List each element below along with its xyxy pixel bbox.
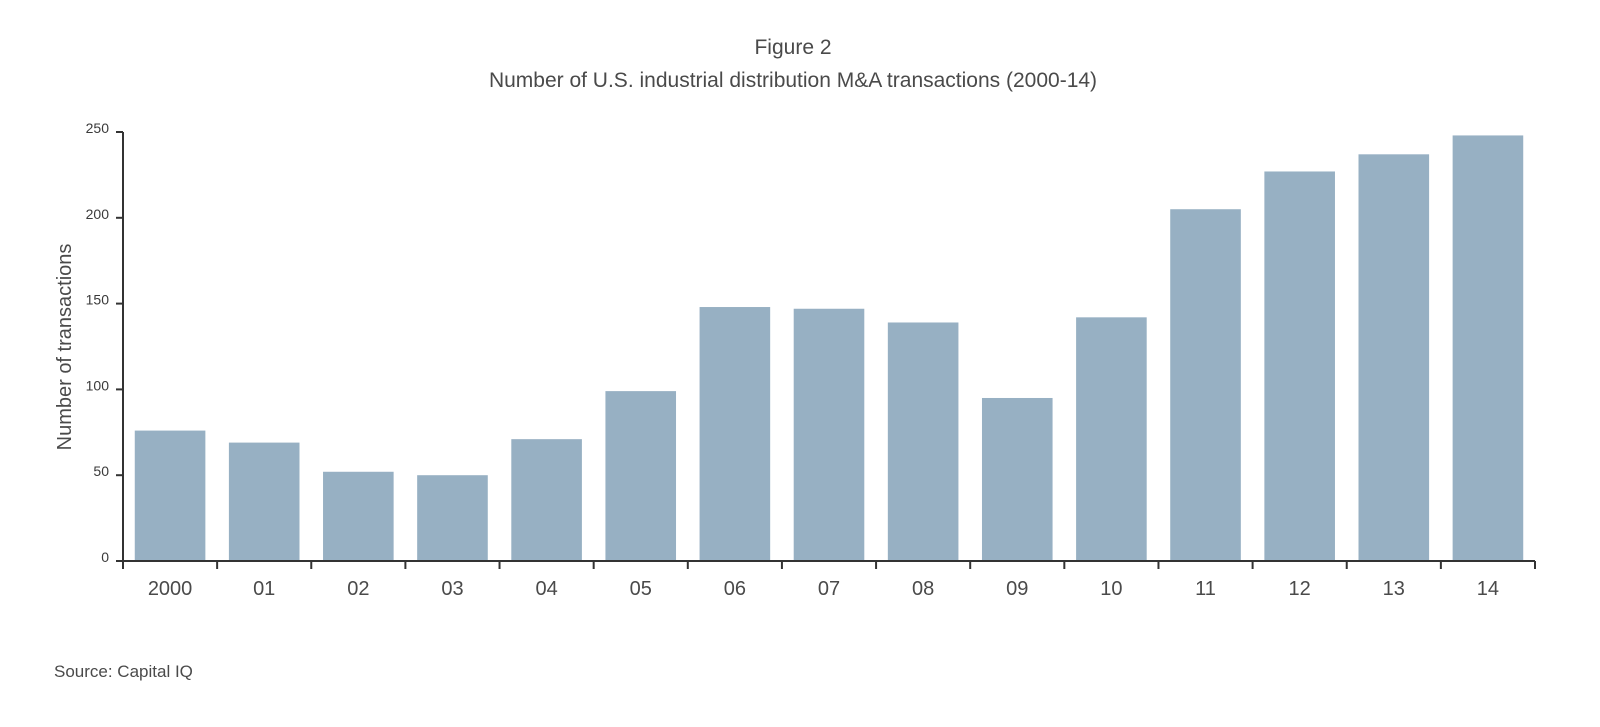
x-tick-label: 09 [1006,578,1028,600]
bars-group [134,135,1524,561]
bar-12 [1264,171,1335,561]
y-tick-label: 200 [86,206,110,222]
bar-2000 [134,430,206,561]
x-tick-label: 03 [441,578,463,600]
y-tick-label: 100 [86,377,110,393]
y-tick-label: 0 [101,549,109,565]
bar-08 [887,322,959,561]
x-tick-label: 11 [1195,578,1216,600]
x-tick-label: 2000 [148,578,193,600]
y-tick-label: 250 [86,120,110,136]
x-tick-label: 05 [630,578,652,600]
bar-14 [1452,135,1524,561]
y-tick-label: 150 [86,292,110,308]
bar-05 [605,391,677,561]
bar-09 [981,397,1053,561]
x-tick-label: 14 [1477,578,1499,600]
bar-07 [793,308,865,561]
chart-title: Number of U.S. industrial distribution M… [489,69,1097,92]
bar-01 [228,442,300,561]
x-tick-label: 01 [253,578,275,600]
y-axis-ticks: 0 50 100 150 200 250 [86,120,123,565]
bar-02 [323,471,394,561]
y-axis-label: Number of transactions [54,244,76,451]
figure-label: Figure 2 [754,36,831,59]
source-note: Source: Capital IQ [54,662,193,681]
bar-06 [699,307,771,561]
bar-11 [1170,209,1241,561]
bar-04 [511,439,582,561]
x-tick-label: 04 [535,578,557,600]
bar-03 [417,475,488,561]
x-tick-label: 08 [912,578,934,600]
bar-10 [1076,317,1147,561]
x-tick-label: 06 [724,578,746,600]
x-tick-label: 12 [1289,578,1311,600]
x-tick-label: 13 [1383,578,1405,600]
x-tick-label: 10 [1100,578,1122,600]
x-tick-label: 07 [818,578,840,600]
bar-13 [1358,154,1430,561]
y-tick-label: 50 [93,463,109,479]
x-axis-ticks: 2000 01 02 03 04 05 06 07 08 09 10 11 12 13 14 [122,561,1536,600]
x-tick-label: 02 [347,578,369,600]
